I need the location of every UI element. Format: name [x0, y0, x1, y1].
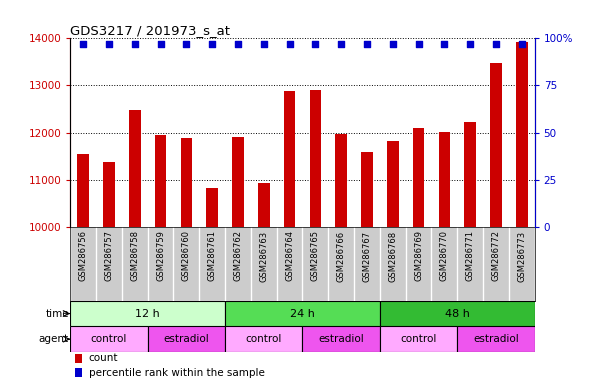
Point: [465, 41, 475, 47]
Point: [517, 41, 527, 47]
Bar: [225, 326, 302, 352]
Text: GSM286764: GSM286764: [285, 230, 294, 281]
Bar: [181, 138, 192, 227]
Bar: [335, 134, 347, 227]
Bar: [148, 326, 225, 352]
Point: [336, 41, 346, 47]
Text: estradiol: estradiol: [473, 334, 519, 344]
Text: GSM286760: GSM286760: [182, 230, 191, 281]
Bar: [78, 154, 89, 227]
Text: GSM286761: GSM286761: [208, 230, 217, 281]
Text: 24 h: 24 h: [290, 309, 315, 319]
Bar: [70, 326, 148, 352]
Text: control: control: [246, 334, 282, 344]
Bar: [380, 326, 457, 352]
Point: [130, 41, 140, 47]
Point: [310, 41, 320, 47]
Text: percentile rank within the sample: percentile rank within the sample: [89, 367, 265, 377]
Text: GSM286773: GSM286773: [518, 230, 526, 281]
Text: GSM286758: GSM286758: [130, 230, 139, 281]
Bar: [361, 152, 373, 227]
Bar: [75, 354, 82, 362]
Point: [207, 41, 217, 47]
Point: [78, 41, 88, 47]
Point: [285, 41, 295, 47]
Point: [181, 41, 191, 47]
Bar: [387, 141, 398, 227]
Text: GSM286771: GSM286771: [466, 230, 475, 281]
Point: [362, 41, 372, 47]
Point: [388, 41, 398, 47]
Text: GSM286757: GSM286757: [104, 230, 114, 281]
Text: 48 h: 48 h: [445, 309, 470, 319]
Text: GSM286766: GSM286766: [337, 230, 346, 281]
Point: [259, 41, 269, 47]
Point: [156, 41, 166, 47]
Bar: [232, 137, 244, 227]
Bar: [207, 188, 218, 227]
Bar: [439, 132, 450, 227]
Text: GSM286756: GSM286756: [79, 230, 87, 281]
Text: control: control: [91, 334, 127, 344]
Text: GSM286762: GSM286762: [233, 230, 243, 281]
Bar: [457, 326, 535, 352]
Text: GSM286759: GSM286759: [156, 230, 165, 281]
Bar: [310, 90, 321, 227]
Text: GSM286772: GSM286772: [491, 230, 500, 281]
Text: GSM286763: GSM286763: [259, 230, 268, 281]
Bar: [103, 162, 115, 227]
Point: [491, 41, 501, 47]
Bar: [413, 128, 424, 227]
Bar: [225, 301, 380, 326]
Text: agent: agent: [39, 334, 69, 344]
Bar: [516, 42, 527, 227]
Point: [104, 41, 114, 47]
Bar: [284, 91, 295, 227]
Bar: [302, 326, 380, 352]
Text: 12 h: 12 h: [135, 309, 160, 319]
Bar: [258, 182, 269, 227]
Text: control: control: [400, 334, 437, 344]
Text: GSM286765: GSM286765: [311, 230, 320, 281]
Point: [439, 41, 449, 47]
Text: time: time: [45, 309, 69, 319]
Text: GSM286769: GSM286769: [414, 230, 423, 281]
Bar: [380, 301, 535, 326]
Bar: [75, 368, 82, 377]
Point: [233, 41, 243, 47]
Bar: [129, 110, 141, 227]
Bar: [70, 301, 225, 326]
Bar: [155, 135, 166, 227]
Point: [414, 41, 423, 47]
Text: estradiol: estradiol: [318, 334, 364, 344]
Bar: [490, 63, 502, 227]
Text: count: count: [89, 353, 119, 363]
Bar: [464, 122, 476, 227]
Text: GSM286767: GSM286767: [362, 230, 371, 281]
Text: GSM286770: GSM286770: [440, 230, 449, 281]
Text: GDS3217 / 201973_s_at: GDS3217 / 201973_s_at: [70, 24, 230, 37]
Text: GSM286768: GSM286768: [388, 230, 397, 281]
Text: estradiol: estradiol: [164, 334, 209, 344]
